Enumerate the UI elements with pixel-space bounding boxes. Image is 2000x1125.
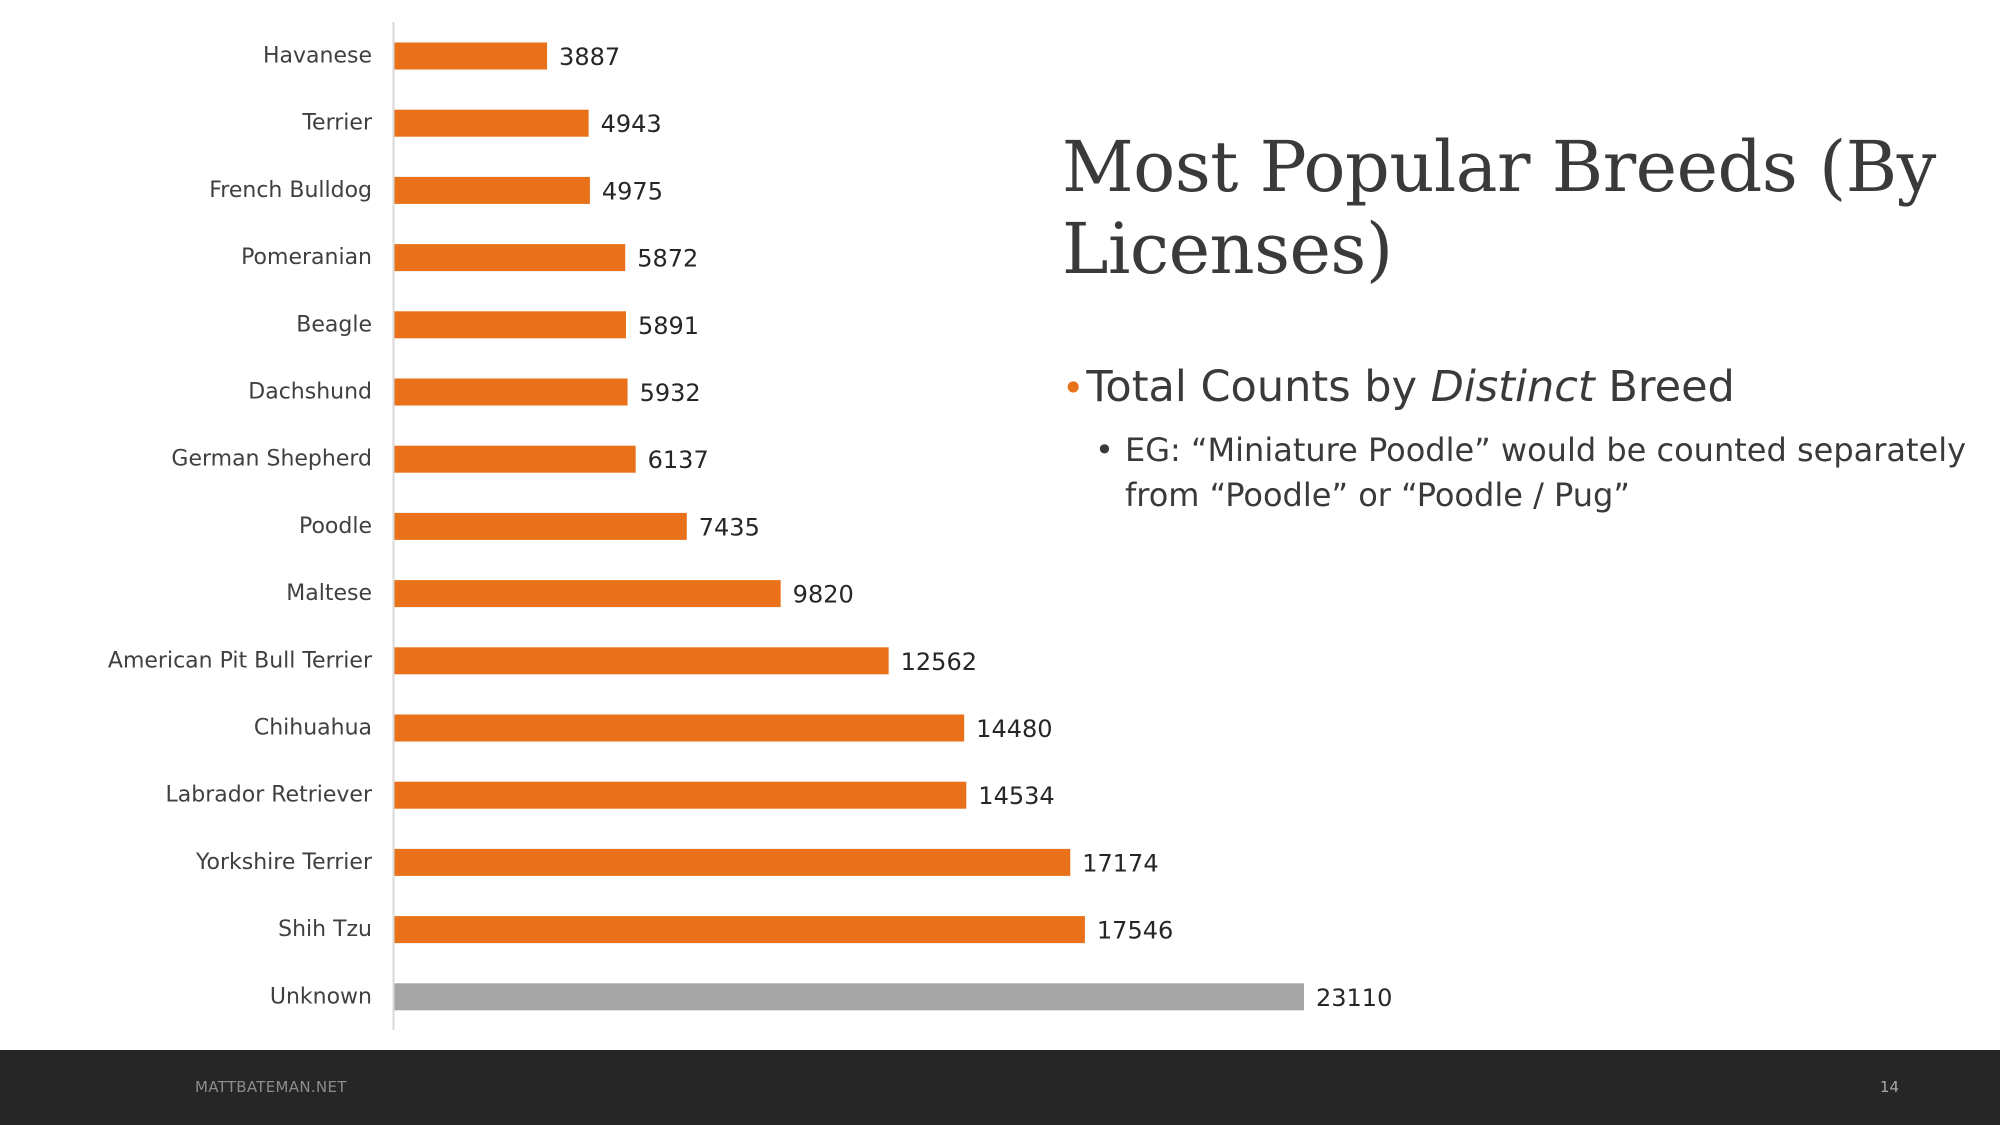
category-label-labrador-retriever: Labrador Retriever (166, 783, 373, 808)
category-label-poodle: Poodle (299, 514, 372, 539)
bar-havanese (394, 42, 548, 70)
value-label-yorkshire-terrier: 17174 (1082, 849, 1158, 877)
bar-dachshund (394, 378, 628, 406)
footer-site-name: MATTBATEMAN.NET (195, 1078, 347, 1096)
category-label-dachshund: Dachshund (248, 380, 372, 405)
category-label-french-bulldog: French Bulldog (209, 178, 372, 203)
bar-shih-tzu (394, 916, 1085, 944)
value-label-chihuahua: 14480 (976, 715, 1052, 743)
category-label-german-shepherd: German Shepherd (171, 447, 372, 472)
value-label-beagle: 5891 (638, 312, 699, 340)
slide-title: Most Popular Breeds (By Licenses) (1062, 126, 1936, 290)
value-label-pomeranian: 5872 (637, 245, 698, 273)
category-label-pomeranian: Pomeranian (241, 245, 372, 270)
category-label-american-pit-bull-terrier: American Pit Bull Terrier (108, 648, 373, 673)
bullet-text-before: Total Counts by (1086, 362, 1431, 412)
footer-page-number: 14 (1879, 1078, 1899, 1096)
bar-yorkshire-terrier (394, 848, 1071, 876)
bullet-dot-icon: • (1062, 366, 1085, 410)
sub-bullet: • EG: “Miniature Poodle” would be counte… (1095, 428, 1975, 518)
value-label-unknown: 23110 (1316, 984, 1392, 1012)
bar-pomeranian (394, 244, 626, 272)
bar-french-bulldog (394, 176, 590, 204)
bullet-text-emphasis: Distinct (1430, 362, 1595, 412)
sub-bullet-text: EG: “Miniature Poodle” would be counted … (1125, 431, 1967, 514)
bar-terrier (394, 109, 589, 137)
value-label-shih-tzu: 17546 (1097, 917, 1173, 945)
main-bullet: •Total Counts by Distinct Breed (1062, 360, 1962, 415)
category-label-yorkshire-terrier: Yorkshire Terrier (195, 850, 373, 875)
category-label-unknown: Unknown (270, 984, 372, 1009)
value-labels-group: 3887 4943 4975 5872 5891 5932 6137 7435 9820 1256… (559, 43, 1392, 1012)
value-label-french-bulldog: 4975 (602, 177, 663, 205)
category-label-terrier: Terrier (301, 111, 373, 136)
value-label-german-shepherd: 6137 (648, 446, 709, 474)
value-label-havanese: 3887 (559, 43, 620, 71)
value-label-dachshund: 5932 (640, 379, 701, 407)
footer-bar: MATTBATEMAN.NET 14 (0, 1050, 2000, 1125)
bar-chihuahua (394, 714, 965, 742)
value-label-poodle: 7435 (699, 513, 760, 541)
bar-labrador-retriever (394, 781, 967, 809)
value-label-terrier: 4943 (601, 110, 662, 138)
category-label-shih-tzu: Shih Tzu (278, 917, 372, 942)
bar-beagle (394, 311, 626, 339)
bullet-text-after: Breed (1594, 362, 1735, 412)
value-label-maltese: 9820 (793, 581, 854, 609)
category-label-beagle: Beagle (296, 312, 372, 337)
value-label-labrador-retriever: 14534 (978, 782, 1054, 810)
bars-group (394, 42, 1304, 1011)
category-label-chihuahua: Chihuahua (254, 716, 372, 741)
bar-maltese (394, 580, 781, 608)
value-label-american-pit-bull-terrier: 12562 (901, 648, 977, 676)
category-label-havanese: Havanese (263, 44, 372, 69)
bar-american-pit-bull-terrier (394, 647, 889, 675)
bar-chart: Havanese Terrier French Bulldog Pomeranian B… (108, 22, 1392, 1030)
category-labels-group: Havanese Terrier French Bulldog Pomeranian B… (108, 44, 373, 1010)
category-label-maltese: Maltese (286, 581, 372, 606)
bar-unknown (394, 983, 1304, 1011)
sub-bullet-dot-icon: • (1095, 431, 1114, 469)
bar-poodle (394, 512, 687, 540)
bar-german-shepherd (394, 445, 636, 473)
